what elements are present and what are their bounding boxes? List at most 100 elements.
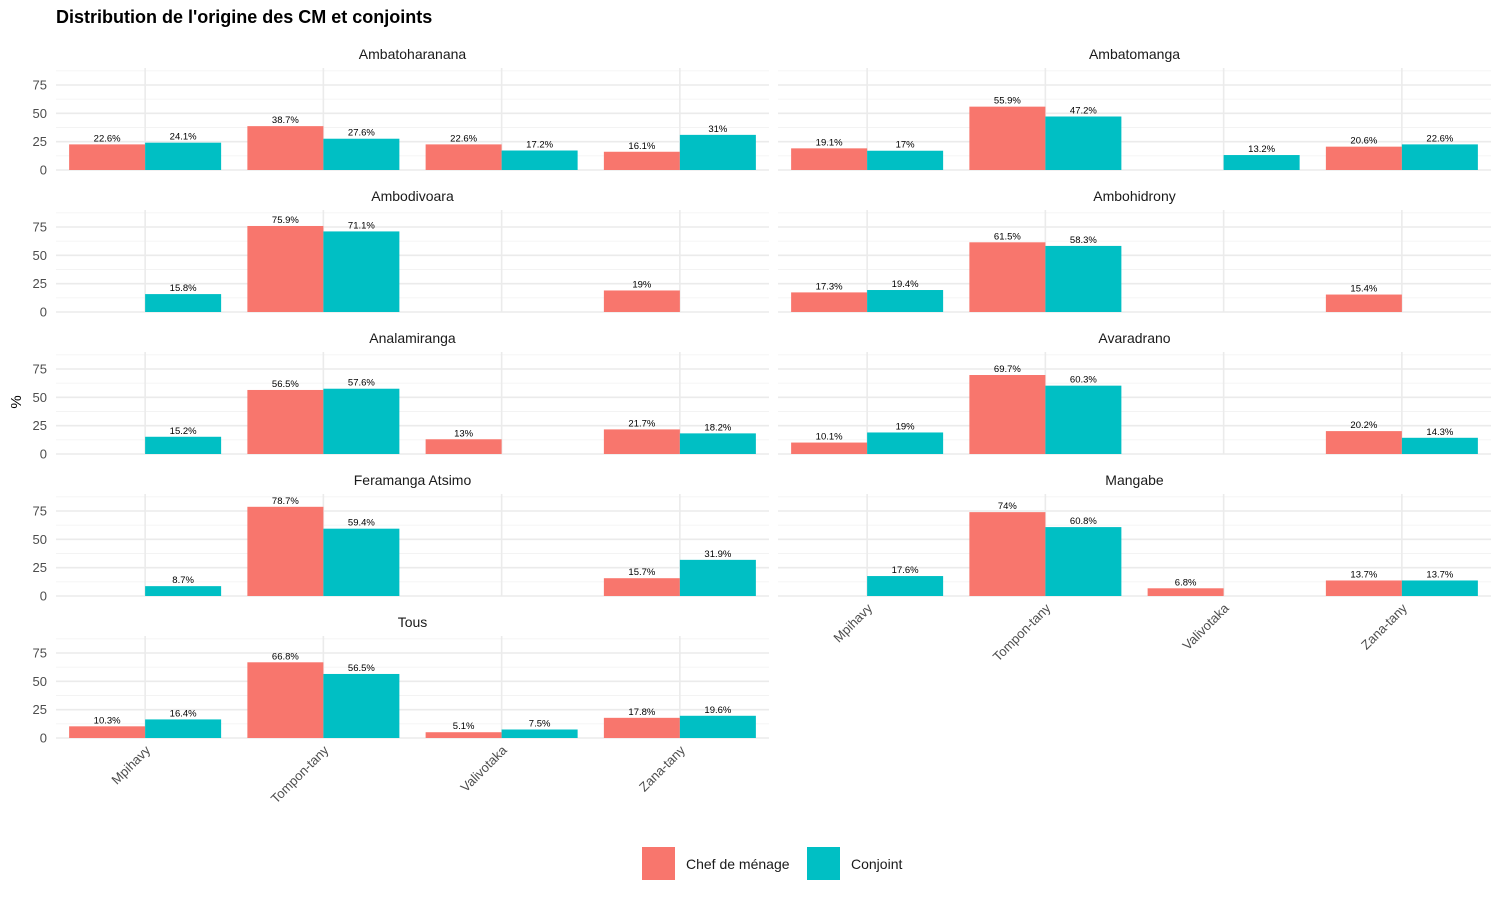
data-label: 27.6% xyxy=(348,128,375,139)
panel-ambodivoara: Ambodivoara 0 25 50 75 75.9% 19% 15.8% 71.1% xyxy=(33,188,769,320)
y-tick-label: 75 xyxy=(33,362,47,377)
panel-title: Mangabe xyxy=(1105,472,1164,488)
bar-chef-de-menage-tompon-tany xyxy=(247,506,324,596)
bar-chef-de-menage-mpihavy xyxy=(791,442,868,454)
panel-title: Ambatoharanana xyxy=(359,46,467,62)
data-label: 58.3% xyxy=(1070,235,1097,246)
data-label: 19.4% xyxy=(892,279,919,290)
bar-chef-de-menage-valivotaka xyxy=(425,144,502,170)
bar-chef-de-menage-zana-tany xyxy=(603,290,680,312)
data-label: 20.6% xyxy=(1350,136,1377,147)
bar-conjoint-mpihavy xyxy=(145,719,222,738)
data-label: 19.1% xyxy=(816,137,843,148)
data-label: 57.6% xyxy=(348,378,375,389)
legend-label-conjoint: Conjoint xyxy=(851,856,902,872)
bar-conjoint-valivotaka xyxy=(501,729,578,738)
panel-ambatomanga: Ambatomanga 19.1% 55.9% 20.6% 17% 47.2% 13.2% 2… xyxy=(778,46,1491,171)
bar-chef-de-menage-mpihavy xyxy=(791,148,868,170)
data-label: 19% xyxy=(896,421,916,432)
bar-chef-de-menage-zana-tany xyxy=(1325,294,1402,312)
data-label: 13.7% xyxy=(1350,569,1377,580)
data-label: 22.6% xyxy=(450,133,477,144)
bar-chef-de-menage-tompon-tany xyxy=(247,225,324,312)
panel-title: Ambohidrony xyxy=(1093,188,1176,204)
data-label: 5.1% xyxy=(453,721,475,732)
data-label: 60.3% xyxy=(1070,375,1097,386)
bar-conjoint-tompon-tany xyxy=(323,388,400,454)
panel-title: Avaradrano xyxy=(1098,330,1170,346)
bar-conjoint-tompon-tany xyxy=(323,231,400,312)
bar-conjoint-mpihavy xyxy=(867,576,944,596)
x-tick-label: Mpihavy xyxy=(108,742,153,787)
y-tick-label: 75 xyxy=(33,220,47,235)
y-tick-label: 0 xyxy=(40,447,47,462)
data-label: 24.1% xyxy=(170,132,197,143)
bar-conjoint-valivotaka xyxy=(1223,155,1300,170)
y-tick-label: 0 xyxy=(40,731,47,746)
bar-conjoint-tompon-tany xyxy=(323,673,400,738)
bar-chef-de-menage-tompon-tany xyxy=(247,126,324,170)
panel-title: Analamiranga xyxy=(369,330,456,346)
y-tick-label: 50 xyxy=(33,674,47,689)
legend-key-conjoint xyxy=(807,847,840,880)
panel-mangabe: Mangabe 74% 6.8% 13.7% 17.6% 60.8% 13.7% Mpihav… xyxy=(778,472,1491,664)
data-label: 38.7% xyxy=(272,115,299,126)
data-label: 15.7% xyxy=(628,567,655,578)
bar-conjoint-zana-tany xyxy=(1401,580,1478,596)
x-tick-label: Valivotaka xyxy=(1179,600,1232,653)
legend-key-chef-de-menage xyxy=(642,847,675,880)
data-label: 78.7% xyxy=(272,496,299,507)
data-label: 19% xyxy=(632,279,652,290)
y-axis-label: % xyxy=(8,395,25,408)
bar-chef-de-menage-mpihavy xyxy=(791,292,868,312)
bar-chef-de-menage-zana-tany xyxy=(603,717,680,738)
data-label: 75.9% xyxy=(272,215,299,226)
bar-conjoint-mpihavy xyxy=(867,290,944,312)
panel-analamiranga: Analamiranga 0 25 50 75 56.5% 13% 21.7% 15.2% 57.… xyxy=(33,330,769,462)
data-label: 20.2% xyxy=(1350,420,1377,431)
bar-chef-de-menage-tompon-tany xyxy=(247,389,324,454)
x-tick-label: Tompon-tany xyxy=(990,600,1054,664)
bar-chef-de-menage-tompon-tany xyxy=(969,106,1046,170)
panels: Ambatoharanana 0 25 50 75 22.6% 38.7% 22.6% 16.1… xyxy=(33,46,1491,806)
data-label: 22.6% xyxy=(94,133,121,144)
data-label: 17.6% xyxy=(892,565,919,576)
bar-conjoint-tompon-tany xyxy=(323,528,400,596)
bar-chef-de-menage-valivotaka xyxy=(1147,588,1224,596)
y-tick-label: 25 xyxy=(33,276,47,291)
data-label: 66.8% xyxy=(272,651,299,662)
y-tick-label: 25 xyxy=(33,702,47,717)
bar-chef-de-menage-mpihavy xyxy=(69,144,146,170)
bar-chef-de-menage-zana-tany xyxy=(603,578,680,596)
panel-ambohidrony: Ambohidrony 17.3% 61.5% 15.4% 19.4% 58.3% xyxy=(778,188,1491,313)
legend-label-chef-de-menage: Chef de ménage xyxy=(686,856,790,872)
data-label: 7.5% xyxy=(529,719,551,730)
data-label: 16.4% xyxy=(170,708,197,719)
bar-conjoint-mpihavy xyxy=(145,436,222,454)
data-label: 31.9% xyxy=(704,549,731,560)
x-tick-label: Zana-tany xyxy=(1358,600,1410,652)
data-label: 56.5% xyxy=(348,663,375,674)
bar-chef-de-menage-tompon-tany xyxy=(969,375,1046,454)
y-tick-label: 25 xyxy=(33,134,47,149)
y-tick-label: 0 xyxy=(40,163,47,178)
data-label: 14.3% xyxy=(1426,427,1453,438)
bar-conjoint-tompon-tany xyxy=(1045,385,1122,454)
bar-conjoint-mpihavy xyxy=(145,294,222,312)
data-label: 55.9% xyxy=(994,96,1021,107)
bar-chef-de-menage-zana-tany xyxy=(603,429,680,454)
x-tick-label: Valivotaka xyxy=(457,742,510,795)
data-label: 18.2% xyxy=(704,422,731,433)
y-tick-label: 25 xyxy=(33,418,47,433)
bar-conjoint-zana-tany xyxy=(679,715,756,738)
data-label: 10.3% xyxy=(94,715,121,726)
bar-chef-de-menage-tompon-tany xyxy=(969,512,1046,596)
data-label: 10.1% xyxy=(816,432,843,443)
data-label: 60.8% xyxy=(1070,516,1097,527)
bar-conjoint-zana-tany xyxy=(1401,437,1478,454)
bar-conjoint-zana-tany xyxy=(679,134,756,170)
bar-chef-de-menage-valivotaka xyxy=(425,439,502,454)
bar-chef-de-menage-zana-tany xyxy=(1325,580,1402,596)
panel-ambatoharanana: Ambatoharanana 0 25 50 75 22.6% 38.7% 22.6% 16.1… xyxy=(33,46,769,178)
